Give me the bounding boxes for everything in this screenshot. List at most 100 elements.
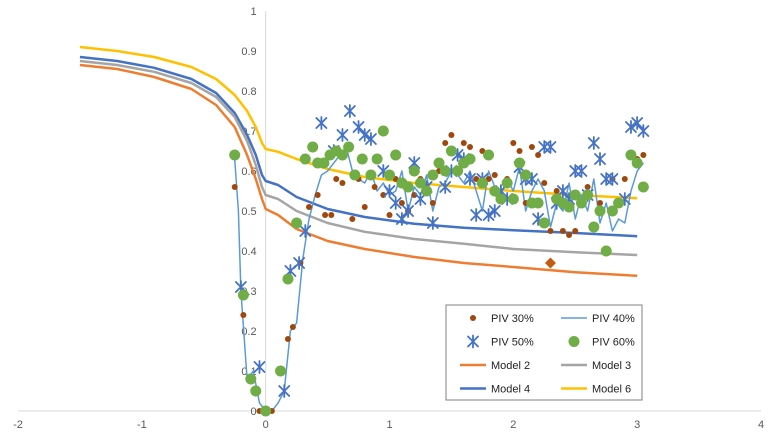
data-point-piv-50 bbox=[253, 360, 266, 374]
data-point-piv-50 bbox=[569, 164, 582, 178]
y-tick-label: 0.8 bbox=[241, 86, 256, 98]
legend-label: Model 4 bbox=[491, 384, 530, 396]
data-point-piv-30 bbox=[621, 176, 628, 182]
data-point-piv-50 bbox=[606, 172, 619, 186]
data-point-piv-50 bbox=[482, 208, 495, 222]
data-point-piv-60 bbox=[532, 197, 544, 209]
data-point-piv-60 bbox=[384, 169, 395, 181]
data-point-piv-50 bbox=[402, 204, 414, 218]
data-point-piv-60 bbox=[464, 153, 476, 165]
data-point-piv-60 bbox=[349, 169, 361, 181]
data-point-piv-60 bbox=[390, 149, 402, 161]
data-point-piv-50 bbox=[352, 120, 365, 134]
legend-box bbox=[445, 304, 643, 401]
data-point-piv-60 bbox=[483, 149, 495, 161]
data-point-piv-30 bbox=[240, 312, 247, 318]
data-point-piv-30 bbox=[597, 200, 604, 206]
data-point-piv-30 bbox=[535, 152, 542, 158]
data-point-piv-30 bbox=[314, 192, 321, 198]
data-point-piv-60 bbox=[318, 157, 330, 169]
data-point-piv-30 bbox=[361, 204, 368, 210]
legend-swatch-marker bbox=[470, 315, 476, 321]
data-point-piv-30 bbox=[386, 212, 393, 218]
data-point-piv-50 bbox=[464, 172, 476, 186]
legend-swatch-marker bbox=[467, 334, 479, 349]
data-point-piv-30 bbox=[306, 204, 313, 210]
data-point-piv-30 bbox=[516, 148, 523, 154]
x-tick-label: 4 bbox=[758, 419, 764, 431]
data-point-piv-50 bbox=[343, 104, 356, 118]
series-line-model-2 bbox=[79, 63, 638, 278]
series-line-model-6 bbox=[79, 45, 638, 200]
data-point-piv-30 bbox=[528, 144, 535, 150]
x-tick-label: 3 bbox=[634, 419, 640, 431]
data-point-piv-30 bbox=[284, 336, 291, 342]
y-tick-label: 0.5 bbox=[241, 206, 256, 218]
data-point-piv-60 bbox=[439, 165, 451, 177]
data-point-piv-60 bbox=[631, 157, 643, 169]
data-point-piv-50 bbox=[426, 216, 439, 230]
data-point-piv-60 bbox=[371, 153, 383, 165]
legend-symbol-piv-30 bbox=[470, 315, 476, 321]
data-point-piv-60 bbox=[250, 385, 262, 397]
data-point-piv-30 bbox=[572, 228, 579, 234]
data-point-piv-30 bbox=[541, 180, 548, 186]
data-point-piv-30 bbox=[371, 184, 378, 190]
data-point-piv-60 bbox=[569, 189, 581, 201]
y-tick-label: 1 bbox=[251, 6, 257, 18]
data-point-piv-60 bbox=[600, 245, 612, 257]
data-point-piv-60 bbox=[356, 153, 368, 165]
data-point-piv-50 bbox=[365, 132, 377, 146]
data-point-piv-50 bbox=[544, 140, 557, 154]
data-point-piv-60 bbox=[495, 193, 507, 205]
data-point-piv-60 bbox=[299, 153, 311, 165]
data-point-piv-60 bbox=[594, 205, 606, 217]
y-tick-label: 0 bbox=[251, 406, 257, 418]
data-point-piv-30 bbox=[460, 140, 467, 146]
data-point-piv-60 bbox=[275, 365, 287, 377]
data-point-piv-50 bbox=[395, 212, 408, 226]
data-point-piv-60 bbox=[291, 217, 303, 229]
data-point-piv-60 bbox=[538, 217, 550, 229]
data-point-piv-60 bbox=[445, 145, 457, 157]
data-point-piv-30 bbox=[328, 212, 335, 218]
data-point-piv-60 bbox=[377, 125, 389, 137]
data-point-piv-50 bbox=[538, 140, 551, 154]
data-point-piv-30 bbox=[640, 152, 647, 158]
data-point-piv-60 bbox=[452, 165, 464, 177]
data-point-piv-50 bbox=[336, 128, 349, 142]
data-point-piv-30 bbox=[339, 180, 346, 186]
data-point-piv-60 bbox=[260, 405, 272, 417]
data-point-piv-60 bbox=[229, 149, 241, 161]
legend-symbol-piv-60 bbox=[568, 336, 580, 347]
data-point-piv-30 bbox=[442, 140, 449, 146]
data-point-piv-60 bbox=[625, 149, 637, 161]
data-point-piv-60 bbox=[414, 177, 426, 189]
x-tick-label: 1 bbox=[386, 419, 392, 431]
data-point-piv-60 bbox=[507, 193, 519, 205]
data-point-piv-60 bbox=[237, 289, 249, 301]
data-point-piv-60 bbox=[427, 169, 439, 181]
data-point-piv-60 bbox=[588, 221, 600, 233]
data-point-piv-60 bbox=[520, 169, 532, 181]
data-point-piv-50 bbox=[470, 208, 483, 222]
data-point-piv-50 bbox=[293, 256, 306, 270]
data-point-piv-60 bbox=[433, 157, 445, 169]
data-point-piv-30 bbox=[448, 132, 455, 138]
data-point-piv-60 bbox=[282, 273, 294, 285]
series-line-model-4 bbox=[79, 55, 638, 238]
data-point-piv-30 bbox=[547, 228, 554, 234]
data-point-piv-30 bbox=[429, 200, 436, 206]
data-point-piv-50 bbox=[488, 204, 501, 218]
data-point-piv-30 bbox=[466, 144, 473, 150]
legend-label: Model 6 bbox=[592, 384, 631, 396]
data-point-piv-30 bbox=[289, 324, 296, 330]
data-point-piv-60 bbox=[245, 373, 257, 385]
data-point-piv-60 bbox=[365, 169, 377, 181]
y-tick-label: 0.2 bbox=[241, 326, 256, 338]
data-point-piv-30 bbox=[553, 188, 560, 194]
data-point-piv-60 bbox=[613, 197, 625, 209]
data-point-piv-30 bbox=[491, 172, 498, 178]
data-point-piv-60 bbox=[421, 185, 433, 197]
x-tick-label: -2 bbox=[13, 419, 23, 431]
